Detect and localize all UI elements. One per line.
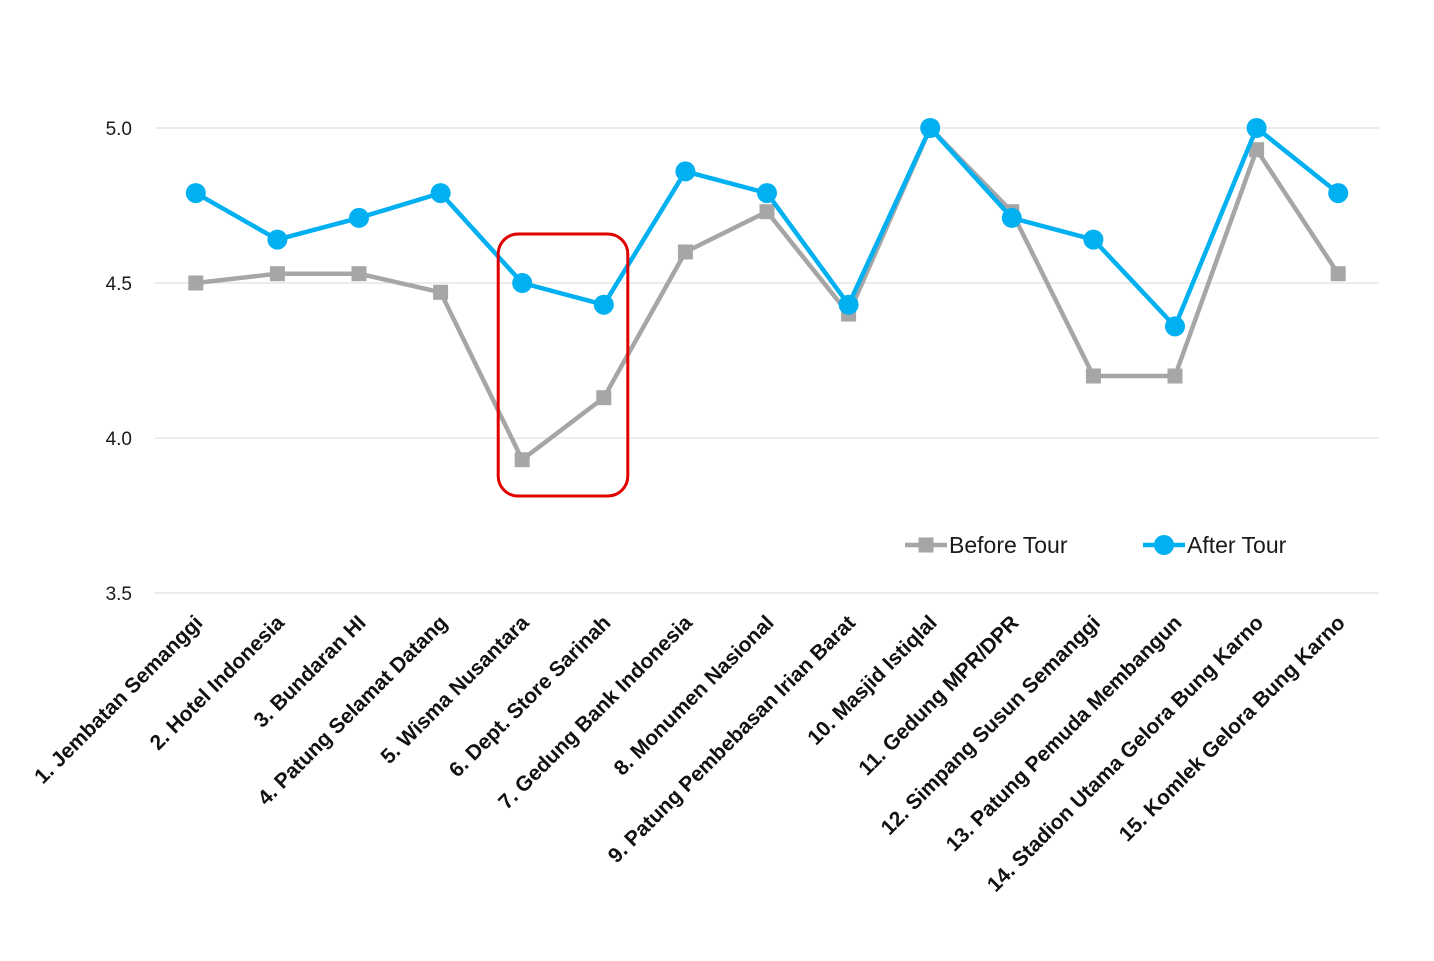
data-point [838, 294, 859, 315]
data-point [1167, 368, 1183, 384]
y-tick-label: 3.5 [106, 584, 132, 605]
data-point [512, 273, 533, 293]
data-point [1246, 118, 1267, 138]
x-tick-label: 8. Monumen Nasional [610, 611, 779, 780]
data-point [267, 229, 288, 250]
data-point [1328, 183, 1349, 204]
y-tick-label: 4.0 [106, 429, 132, 450]
data-point [1165, 316, 1185, 337]
x-tick-label: 11. Gedung MPR/DPR [854, 611, 1023, 780]
gridlines [155, 127, 1379, 594]
legend: Before Tour After Tour [905, 532, 1287, 558]
data-series [185, 118, 1349, 468]
highlight-box [496, 232, 630, 498]
data-point [430, 183, 451, 204]
series-before-tour [188, 120, 1346, 468]
data-point [349, 207, 369, 228]
highlight-rectangle [496, 232, 630, 498]
y-tick-label: 5.0 [106, 119, 132, 140]
series-line [193, 125, 1341, 329]
data-point [514, 452, 530, 468]
legend-item-after-tour: After Tour [1143, 532, 1287, 558]
legend-label: Before Tour [949, 532, 1068, 558]
data-point [351, 266, 367, 282]
x-tick-label: 14. Stadion Utama Gelora Bung Karno [983, 611, 1268, 896]
x-tick-label: 2. Hotel Indonesia [146, 611, 290, 755]
data-point [757, 183, 777, 204]
data-point [1330, 266, 1346, 282]
data-point [677, 244, 693, 260]
x-tick-label: 5. Wisma Nusantara [376, 611, 533, 768]
data-point [269, 266, 285, 282]
data-point [593, 294, 614, 315]
x-tick-label: 1. Jembatan Semanggi [30, 611, 207, 788]
series-after-tour [185, 118, 1349, 337]
data-point [675, 161, 696, 182]
data-point [1249, 142, 1265, 158]
data-point [920, 118, 941, 138]
legend-item-before-tour: Before Tour [905, 532, 1068, 558]
data-point [1083, 229, 1104, 250]
y-tick-label: 4.5 [106, 274, 132, 295]
series-line [193, 125, 1341, 462]
data-point [185, 183, 206, 204]
legend-label: After Tour [1187, 532, 1287, 558]
y-axis-tick-labels: 3.5 4.0 4.5 5.0 [106, 119, 132, 605]
data-point [1085, 368, 1101, 384]
x-tick-label: 6. Dept. Store Sarinah [445, 611, 616, 782]
data-point [433, 284, 449, 300]
data-point [1001, 207, 1022, 228]
legend-marker [918, 537, 934, 553]
data-point [759, 204, 775, 220]
data-point [188, 275, 204, 291]
data-point [596, 390, 612, 406]
legend-marker [1154, 535, 1174, 555]
